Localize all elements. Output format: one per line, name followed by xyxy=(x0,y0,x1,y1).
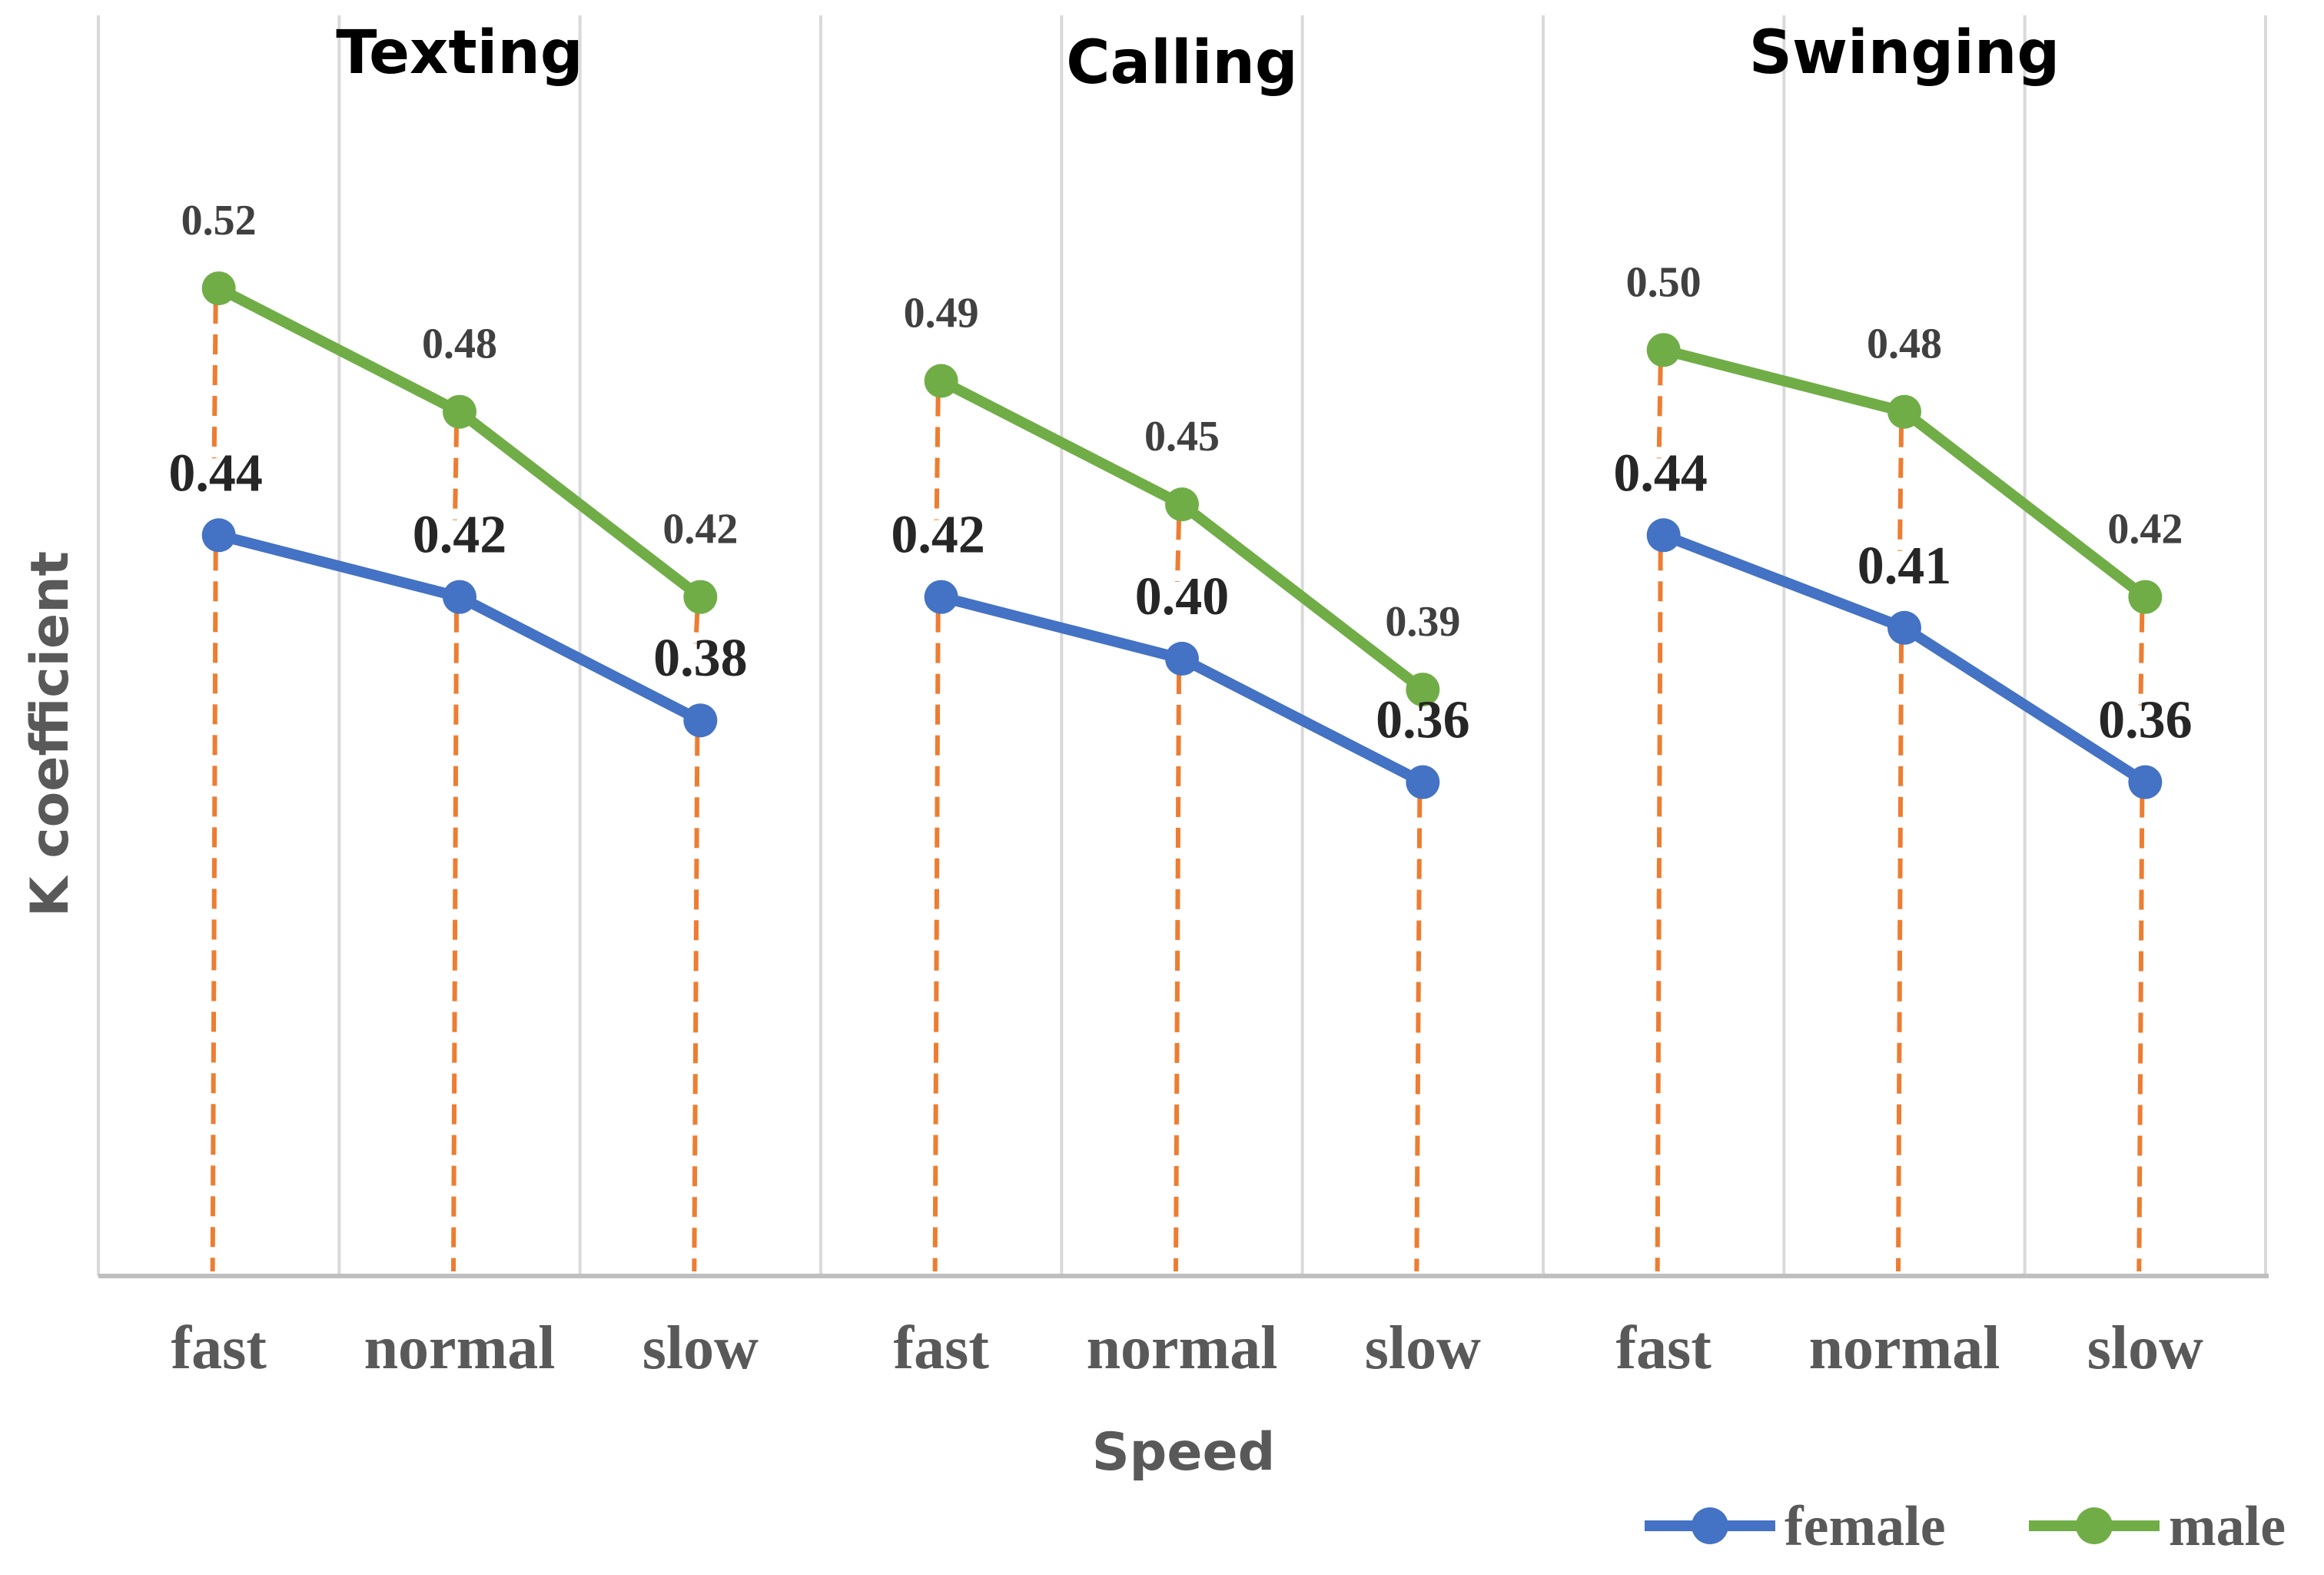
panel-title-texting: Texting xyxy=(336,18,583,88)
data-label-female: 0.41 xyxy=(1858,537,1952,596)
data-label-female: 0.44 xyxy=(168,444,263,503)
panel-title-swinging: Swinging xyxy=(1749,18,2060,88)
legend-male-marker xyxy=(2076,1507,2113,1544)
x-tick-label-normal: normal xyxy=(1087,1314,1278,1382)
data-label-female: 0.40 xyxy=(1135,567,1230,626)
dropline-male xyxy=(934,396,941,520)
data-label-female: 0.42 xyxy=(413,506,507,565)
dropline-male xyxy=(2138,612,2145,706)
series-group xyxy=(201,271,2163,799)
dropline-female xyxy=(451,612,459,1272)
data-label-female: 0.42 xyxy=(891,506,985,565)
female-marker xyxy=(201,518,236,553)
x-tick-label-slow: slow xyxy=(2087,1314,2203,1382)
panel-title-calling: Calling xyxy=(1066,28,1297,98)
x-tick-label-slow: slow xyxy=(1365,1314,1481,1382)
female-marker xyxy=(683,703,718,738)
dropline-male xyxy=(453,427,459,520)
male-marker xyxy=(1406,673,1440,707)
data-label-male: 0.48 xyxy=(422,321,497,368)
male-marker xyxy=(201,271,236,306)
dropline-female xyxy=(692,736,700,1272)
data-label-male: 0.49 xyxy=(904,290,979,337)
dropline-male xyxy=(1175,520,1181,582)
dropline-male xyxy=(211,304,218,459)
data-label-male: 0.48 xyxy=(1867,321,1942,368)
legend-male-label: male xyxy=(2169,1495,2286,1558)
female-marker xyxy=(1406,765,1440,799)
x-tick-label-normal: normal xyxy=(1809,1314,2000,1382)
drop-lines xyxy=(210,304,2145,1272)
x-tick-label-fast: fast xyxy=(171,1314,267,1382)
male-marker xyxy=(1887,394,1921,429)
data-label-male: 0.52 xyxy=(181,197,257,244)
female-marker xyxy=(2128,765,2163,799)
dropline-female xyxy=(932,612,941,1272)
x-tick-label-fast: fast xyxy=(893,1314,989,1382)
female-marker xyxy=(1646,518,1681,553)
data-label-male: 0.50 xyxy=(1626,258,1702,306)
labels-group: Texting fast normal slow 0.52 0.48 0.42 0.44 0.4… xyxy=(168,18,2203,1382)
male-marker xyxy=(683,580,718,614)
dropline-male xyxy=(693,612,700,644)
legend: female male xyxy=(1645,1495,2286,1558)
female-marker xyxy=(1165,641,1199,676)
legend-female-marker xyxy=(1692,1507,1728,1544)
data-label-male: 0.39 xyxy=(1385,598,1460,646)
data-label-male: 0.45 xyxy=(1144,413,1220,460)
legend-female-label: female xyxy=(1784,1495,1946,1558)
x-tick-label-normal: normal xyxy=(364,1314,556,1382)
data-label-female: 0.44 xyxy=(1613,444,1708,503)
dropline-female xyxy=(2136,797,2145,1272)
x-tick-label-fast: fast xyxy=(1615,1314,1711,1382)
data-label-male: 0.42 xyxy=(2107,506,2183,553)
data-label-female: 0.38 xyxy=(653,629,748,688)
female-marker xyxy=(1887,610,1921,645)
dropline-male xyxy=(1897,427,1904,551)
data-label-female: 0.36 xyxy=(1376,691,1470,750)
x-tick-label-slow: slow xyxy=(642,1314,759,1382)
dropline-male xyxy=(1656,365,1663,459)
y-axis-title: K coefficient xyxy=(20,551,81,917)
male-marker xyxy=(2128,580,2163,614)
dropline-female xyxy=(1174,673,1181,1272)
dropline-female xyxy=(1655,550,1663,1272)
dropline-female xyxy=(1414,797,1423,1272)
male-marker xyxy=(443,394,476,429)
data-label-female: 0.36 xyxy=(2098,691,2193,750)
female-marker xyxy=(443,580,476,614)
dropline-female xyxy=(1896,643,1904,1272)
female-marker xyxy=(924,580,958,614)
dropline-female xyxy=(210,550,218,1272)
gridlines xyxy=(97,15,2267,1276)
male-marker xyxy=(1646,333,1681,367)
data-label-male: 0.42 xyxy=(662,506,738,553)
male-marker xyxy=(1165,487,1199,522)
male-marker xyxy=(924,364,958,398)
x-axis-title: Speed xyxy=(1092,1422,1276,1483)
